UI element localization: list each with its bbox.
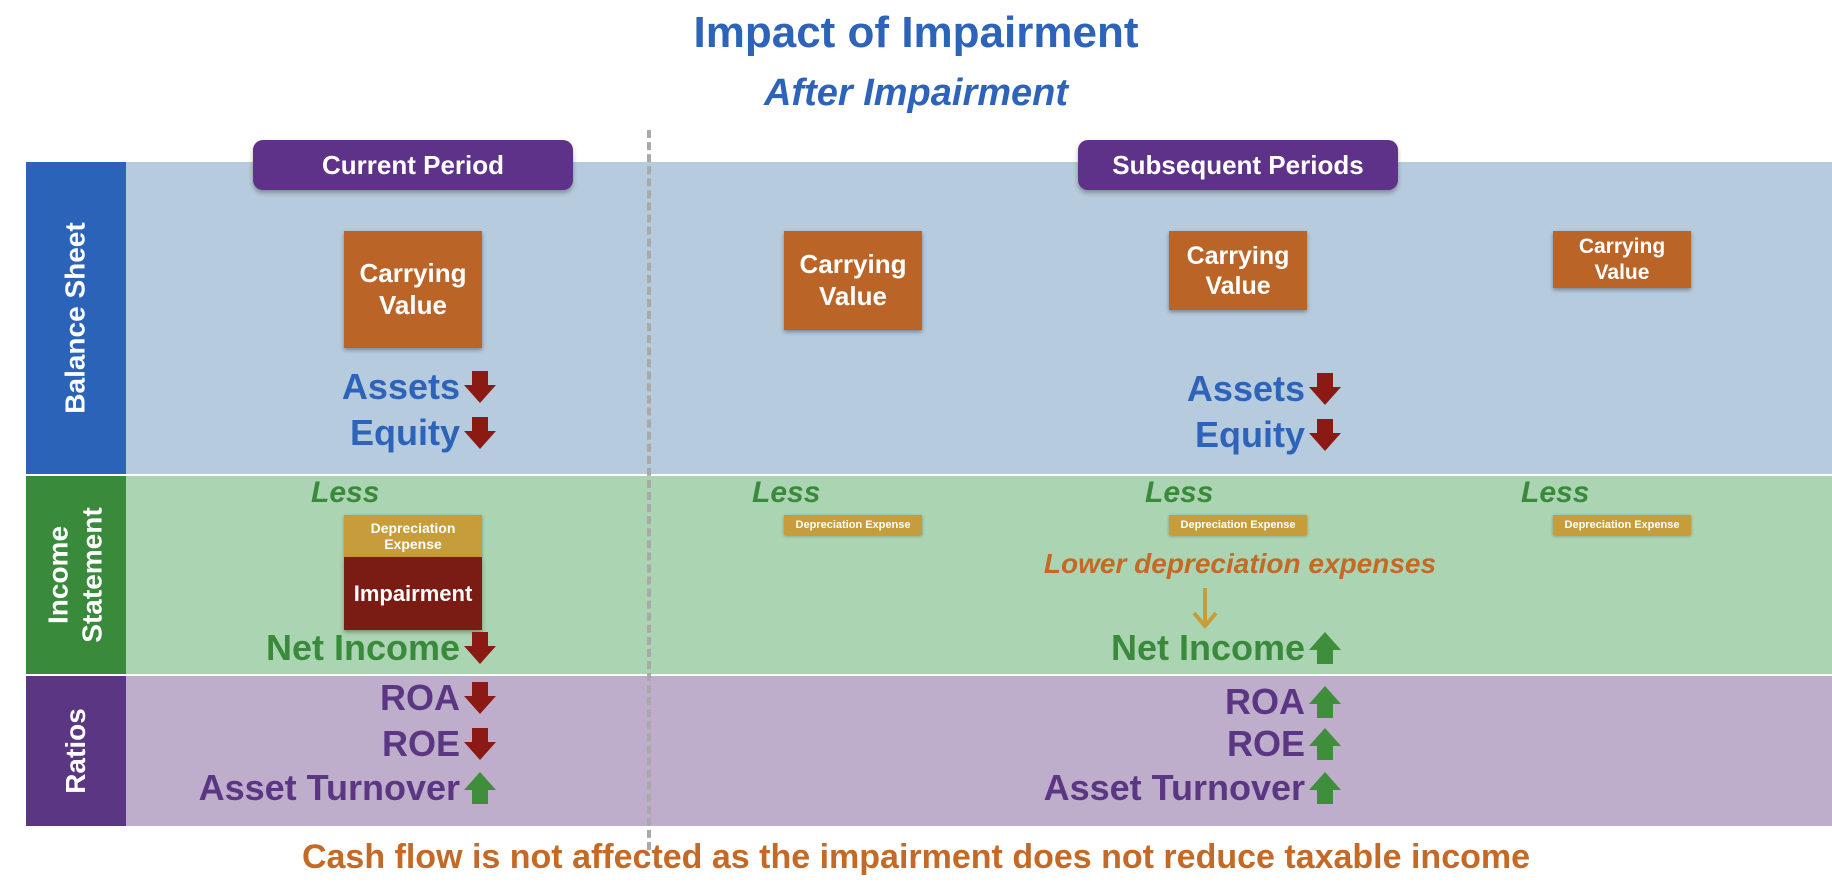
lower-depreciation-note: Lower depreciation expenses <box>1043 548 1437 579</box>
arrow-down-icon <box>464 417 496 449</box>
depreciation-expense-box-current: Depreciation Expense <box>344 515 482 557</box>
depreciation-expense-box-subsequent-2: Depreciation Expense <box>1169 515 1307 535</box>
arrow-up-icon <box>1309 728 1341 760</box>
row-label-ratios: Ratios <box>26 676 126 826</box>
effect-roe-current: ROE <box>180 722 498 766</box>
carrying-value-box-subsequent-2: Carrying Value <box>1169 231 1307 310</box>
arrow-down-icon <box>1309 373 1341 405</box>
period-divider <box>647 130 651 850</box>
effect-assets-current: Assets <box>240 365 498 409</box>
row-label-balance-sheet: Balance Sheet <box>26 162 126 474</box>
effect-assets-subsequent: Assets <box>1000 367 1343 411</box>
effect-asset-turnover-subsequent: Asset Turnover <box>1000 766 1343 810</box>
note-arrow-down-icon <box>1192 588 1218 630</box>
less-label-subsequent-1: Less <box>752 476 821 509</box>
effect-equity-current: Equity <box>240 411 498 455</box>
effect-roa-current: ROA <box>180 676 498 720</box>
depreciation-expense-box-subsequent-1: Depreciation Expense <box>784 515 922 535</box>
effect-asset-turnover-current: Asset Turnover <box>180 766 498 810</box>
arrow-down-icon <box>464 682 496 714</box>
arrow-up-icon <box>1309 772 1341 804</box>
carrying-value-box-subsequent-3: Carrying Value <box>1553 231 1691 288</box>
effect-roe-subsequent: ROE <box>1000 722 1343 766</box>
subsequent-periods-header: Subsequent Periods <box>1078 140 1398 190</box>
impairment-box: Impairment <box>344 557 482 630</box>
arrow-up-icon <box>464 772 496 804</box>
less-label-current: Less <box>311 476 380 509</box>
arrow-down-icon <box>464 371 496 403</box>
effect-net-income-current: Net Income <box>200 626 498 670</box>
cash-flow-note: Cash flow is not affected as the impairm… <box>301 838 1531 876</box>
page-subtitle: After Impairment <box>763 72 1069 114</box>
page-title: Impact of Impairment <box>693 8 1139 57</box>
ratios-band <box>126 676 1832 826</box>
arrow-down-icon <box>464 632 496 664</box>
less-label-subsequent-3: Less <box>1521 476 1590 509</box>
effect-net-income-subsequent: Net Income <box>1000 626 1343 670</box>
arrow-down-icon <box>464 728 496 760</box>
arrow-down-icon <box>1309 419 1341 451</box>
current-period-header: Current Period <box>253 140 573 190</box>
carrying-value-box-subsequent-1: Carrying Value <box>784 231 922 330</box>
carrying-value-box-current: Carrying Value <box>344 231 482 348</box>
less-label-subsequent-2: Less <box>1145 476 1214 509</box>
arrow-up-icon <box>1309 686 1341 718</box>
effect-equity-subsequent: Equity <box>1000 413 1343 457</box>
depreciation-expense-box-subsequent-3: Depreciation Expense <box>1553 515 1691 535</box>
arrow-up-icon <box>1309 632 1341 664</box>
row-label-income-statement: Income Statement <box>26 476 126 674</box>
effect-roa-subsequent: ROA <box>1000 680 1343 724</box>
